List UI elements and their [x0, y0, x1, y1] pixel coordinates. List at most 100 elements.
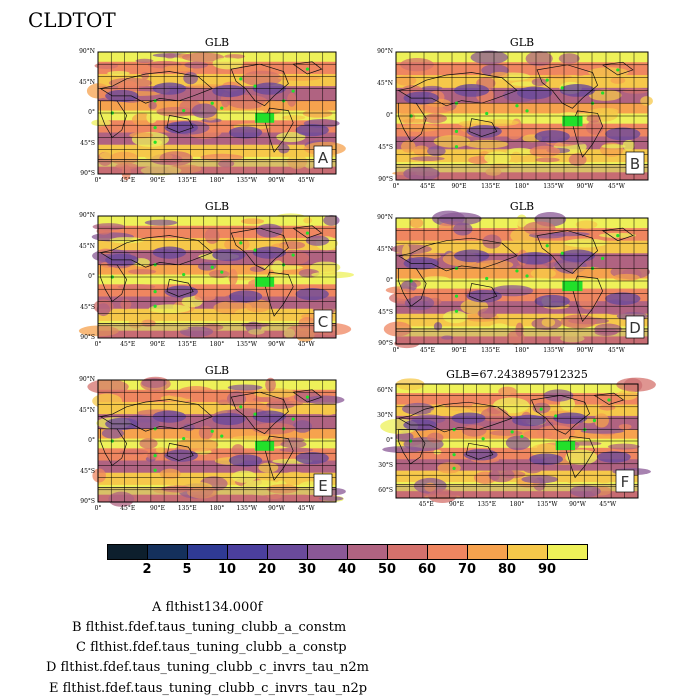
lon-tick-label: 0° — [94, 505, 102, 512]
colorbar-label: 90 — [537, 562, 557, 577]
lon-tick-label: 90°W — [569, 501, 586, 508]
lon-tick-label: 180° — [209, 341, 225, 348]
colorbar-swatch — [307, 544, 348, 560]
lat-tick-label: 90°S — [378, 176, 393, 183]
colorbar-label: 50 — [377, 562, 397, 577]
lon-tick-label: 135°E — [177, 177, 197, 184]
lon-tick-label: 45°E — [120, 505, 136, 512]
lat-tick-label: 90°S — [80, 170, 95, 177]
panel-title-a: GLB — [204, 36, 230, 49]
panel-letter-box — [625, 315, 645, 339]
lat-tick-label: 90°S — [80, 498, 95, 505]
lon-tick-label: 135°E — [477, 501, 497, 508]
colorbar-swatch — [107, 544, 148, 560]
lat-tick-label: 0° — [88, 437, 95, 444]
lon-tick-label: 135°W — [236, 177, 258, 184]
lat-tick-label: 45°S — [80, 303, 95, 311]
colorbar-swatch — [427, 544, 468, 560]
colorbar-label: 40 — [337, 562, 357, 577]
lon-tick-label: 45°W — [297, 341, 315, 348]
lon-tick-label: 180° — [209, 505, 225, 512]
lon-tick-label: 135°E — [481, 183, 500, 190]
panel-letter-a: A — [318, 149, 329, 167]
colorbar-label: 2 — [142, 562, 152, 577]
colorbar-swatch — [547, 544, 588, 560]
colorbar-label: 60 — [417, 562, 437, 577]
lon-tick-label: 135°W — [236, 505, 258, 512]
panel-title-e: GLB — [204, 364, 230, 377]
panel-letter-d: D — [629, 319, 641, 337]
lon-tick-label: 45°W — [297, 177, 315, 184]
map-panel-b: B — [392, 50, 653, 181]
lat-tick-label: 90°N — [79, 212, 95, 219]
map-panel-a: A — [86, 51, 346, 181]
map-panel-d: D — [383, 210, 650, 349]
panel-title-d: GLB — [509, 200, 535, 213]
lon-tick-label: 90°W — [268, 341, 285, 348]
colorbar-swatch — [267, 544, 308, 560]
lon-tick-label: 90°W — [268, 177, 285, 184]
lat-tick-label: 45°N — [79, 406, 95, 414]
colorbar-swatch — [467, 544, 508, 560]
colorbar-label: 5 — [182, 562, 192, 577]
lat-tick-label: 90°N — [79, 376, 95, 383]
lat-tick-label: 90°N — [377, 48, 393, 55]
colorbar-label: 20 — [257, 562, 277, 577]
lon-tick-label: 45°E — [120, 341, 136, 348]
lat-tick-label: 45°N — [377, 80, 393, 87]
lat-tick-label: 60°S — [378, 487, 393, 495]
lat-tick-label: 60°N — [377, 386, 393, 394]
colorbar-swatch — [347, 544, 388, 560]
lon-tick-label: 180° — [209, 177, 225, 184]
lon-tick-label: 45°E — [418, 501, 434, 508]
lat-tick-label: 45°N — [377, 245, 393, 253]
lon-tick-label: 180° — [514, 347, 530, 354]
lat-tick-label: 90°N — [377, 214, 393, 221]
map-panel-f: F — [380, 377, 656, 504]
legend-entry: E flthist.fdef.taus_tuning_clubb_c_invrs… — [49, 681, 368, 696]
map-panel-c: C — [78, 213, 354, 342]
lon-tick-label: 90°E — [149, 505, 165, 512]
colorbar-swatch — [387, 544, 428, 560]
legend-entry: C flthist.fdef.taus_tuning_clubb_a_const… — [76, 640, 347, 655]
panel-letter-box — [625, 151, 645, 175]
lat-tick-label: 45°N — [79, 78, 95, 86]
panel-letter-box — [615, 469, 635, 493]
lon-tick-label: 135°E — [481, 347, 500, 354]
panel-letter-c: C — [318, 313, 328, 331]
lat-tick-label: 90°S — [378, 340, 393, 347]
lon-tick-label: 0° — [94, 341, 102, 348]
page-title: CLDTOT — [28, 8, 116, 32]
lon-tick-label: 90°E — [451, 347, 467, 354]
panel-letter-b: B — [630, 155, 640, 173]
colorbar-label: 30 — [297, 562, 317, 577]
panel-letter-box — [313, 145, 333, 169]
colorbar-label: 70 — [457, 562, 477, 577]
lon-tick-label: 90°E — [448, 501, 464, 508]
panel-title-f: GLB=67.2438957912325 — [446, 368, 588, 381]
panel-title-b: GLB — [509, 36, 535, 49]
lon-tick-label: 135°W — [236, 341, 258, 348]
lon-tick-label: 0° — [94, 177, 102, 184]
lat-tick-label: 45°S — [378, 308, 393, 316]
colorbar-label: 10 — [217, 562, 237, 577]
lon-tick-label: 180° — [509, 501, 525, 508]
lon-tick-label: 135°E — [177, 505, 197, 512]
lat-tick-label: 0° — [386, 112, 393, 119]
lon-tick-label: 135°W — [536, 501, 558, 508]
panel-title-c: GLB — [204, 200, 230, 213]
lat-tick-label: 45°S — [80, 139, 95, 147]
lon-tick-label: 90°E — [451, 183, 467, 190]
lat-tick-label: 45°N — [79, 242, 95, 250]
lon-tick-label: 90°W — [268, 505, 285, 512]
lon-tick-label: 45°W — [608, 183, 625, 190]
colorbar-swatch — [507, 544, 548, 560]
lat-tick-label: 0° — [386, 437, 393, 444]
legend-entry: A flthist134.000f — [152, 600, 263, 615]
lat-tick-label: 0° — [88, 273, 95, 280]
colorbar-swatch — [227, 544, 268, 560]
panel-letter-e: E — [318, 477, 327, 495]
lon-tick-label: 180° — [514, 183, 530, 190]
map-panel-e: E — [87, 376, 346, 507]
lon-tick-label: 135°E — [177, 341, 197, 348]
